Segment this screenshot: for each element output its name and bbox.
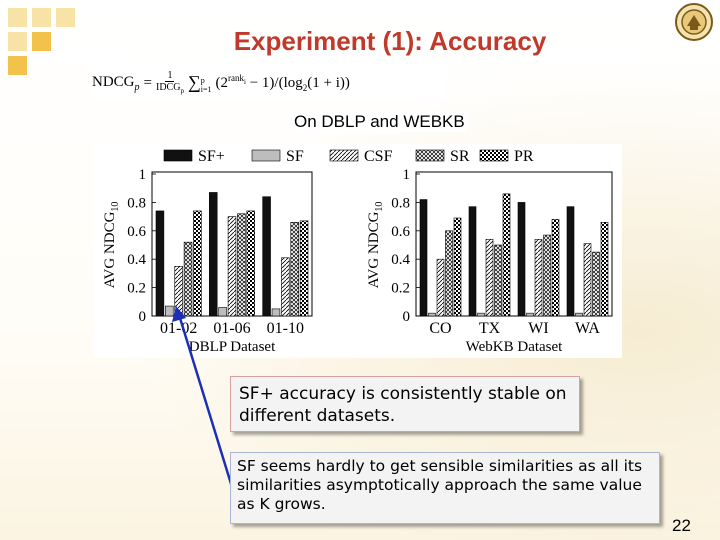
- bar-pr: [246, 210, 255, 317]
- bar-sr: [543, 234, 551, 317]
- x-tick-label: 01-06: [213, 320, 250, 337]
- bar-csf: [227, 216, 237, 317]
- legend-swatch: [329, 149, 359, 162]
- ndcg-formula: NDCGp = 1 IDCGp ∑ p i=1 (2ranki − 1)/(log2…: [92, 66, 446, 100]
- note-sf-asymptotic: SF seems hardly to get sensible similari…: [230, 452, 660, 524]
- x-tick-label: WA: [575, 320, 600, 337]
- plot-frame: [415, 171, 613, 317]
- y-tick-label: 1: [139, 167, 147, 183]
- slide-title: Experiment (1): Accuracy: [233, 26, 547, 56]
- legend-swatch: [415, 149, 445, 162]
- y-axis-label-sub: 10: [374, 202, 385, 212]
- formula-fraction: 1 IDCGp: [156, 70, 184, 97]
- bar-sr: [183, 241, 193, 317]
- bar-csf: [534, 239, 543, 317]
- x-axis-label: DBLP Dataset: [189, 339, 276, 355]
- tile: [32, 32, 51, 51]
- formula-rest: (2ranki − 1)/(log2(1 + i)): [215, 73, 350, 93]
- formula-sum: ∑ p i=1: [187, 72, 212, 94]
- y-tick-label: 0.8: [391, 195, 410, 211]
- tile: [8, 32, 27, 51]
- y-tick-label: 0: [139, 309, 147, 325]
- x-tick-label: CO: [429, 320, 451, 337]
- formula-frac-num: 1: [165, 69, 175, 82]
- y-tick-label: 0: [403, 309, 411, 325]
- y-tick-label: 0.6: [391, 224, 410, 240]
- y-axis-label-sub: 10: [110, 202, 121, 212]
- y-axis-label: AVG NDCG10: [102, 202, 121, 289]
- bar-sf-plus: [517, 202, 526, 317]
- bar-sr: [237, 213, 246, 317]
- y-tick-label: 0.8: [127, 195, 146, 211]
- legend-swatch: [479, 149, 509, 162]
- bar-sf: [526, 312, 534, 317]
- legend-label: SR: [450, 148, 470, 165]
- bar-sf-plus: [209, 192, 218, 317]
- bar-sr: [592, 251, 600, 317]
- bar-sf: [165, 305, 174, 317]
- bar-charts: SF+ SF CSF SR PR 0 0.2 0.4 0.6 0.8 1 AVG NDCG10 01-…: [102, 148, 613, 355]
- tile: [32, 8, 51, 27]
- bar-pr: [600, 221, 609, 317]
- formula-lhs: NDCGp: [92, 73, 140, 93]
- note-sf-plus-stable: SF+ accuracy is consistently stable on d…: [230, 376, 580, 432]
- legend-swatch: [163, 149, 193, 162]
- bar-csf: [436, 258, 445, 317]
- y-tick-label: 0.2: [391, 281, 410, 297]
- y-axis-label: AVG NDCG10: [366, 202, 385, 289]
- legend-swatch: [251, 149, 281, 162]
- bar-sr: [290, 221, 299, 317]
- chart-2: 0 0.2 0.4 0.6 0.8 1 AVG NDCG10 CO TX WI WA WebKB Da…: [366, 167, 613, 355]
- formula-frac-den: IDCGp: [155, 81, 184, 95]
- tile: [56, 8, 75, 27]
- legend-label: PR: [514, 148, 534, 165]
- bar-sf: [428, 312, 436, 317]
- bar-pr: [193, 210, 202, 317]
- slide-subtitle: On DBLP and WEBKB: [292, 112, 467, 132]
- bar-sf-plus: [155, 210, 165, 317]
- bar-pr: [453, 217, 462, 317]
- legend-label: SF+: [198, 148, 225, 165]
- x-axis-label: WebKB Dataset: [466, 339, 564, 355]
- bar-pr: [551, 219, 560, 317]
- bar-sf: [271, 308, 281, 317]
- bar-sf: [218, 307, 227, 317]
- y-tick-label: 0.2: [127, 281, 146, 297]
- bar-sf-plus: [262, 196, 271, 317]
- page-number: 22: [672, 516, 691, 535]
- y-tick-label: 0.4: [391, 252, 410, 268]
- formula-equals: =: [143, 74, 152, 91]
- chart-1: 0 0.2 0.4 0.6 0.8 1 AVG NDCG10 01-02 01-06 01-10 D…: [102, 167, 313, 355]
- bar-sf-plus: [419, 199, 428, 317]
- y-tick-label: 0.6: [127, 224, 146, 240]
- university-seal-icon: [675, 3, 713, 41]
- bar-sr: [494, 244, 502, 317]
- legend-label: SF: [286, 148, 304, 165]
- bar-sf: [575, 312, 583, 317]
- chart-plots: 0 0.2 0.4 0.6 0.8 1 AVG NDCG10 01-02 01-06 01-10 D…: [102, 167, 613, 355]
- tile: [8, 56, 27, 75]
- x-tick-label: 01-02: [160, 320, 197, 337]
- x-tick-label: TX: [479, 320, 501, 337]
- bar-sf: [477, 312, 485, 317]
- x-tick-label: 01-10: [267, 320, 304, 337]
- bar-csf: [174, 266, 183, 317]
- chart-panel: SF+ SF CSF SR PR 0 0.2 0.4 0.6 0.8 1 AVG NDCG10 01-…: [94, 144, 622, 358]
- bar-sr: [445, 230, 453, 317]
- bar-csf: [281, 257, 290, 317]
- bar-sf-plus: [468, 206, 477, 317]
- bar-csf: [583, 243, 592, 317]
- y-tick-label: 1: [403, 167, 411, 183]
- chart-legend: SF+ SF CSF SR PR: [163, 148, 534, 165]
- legend-label: CSF: [364, 148, 393, 165]
- tile: [8, 8, 27, 27]
- y-tick-label: 0.4: [127, 252, 146, 268]
- bar-pr: [502, 193, 511, 317]
- bar-pr: [299, 220, 309, 317]
- bar-sf-plus: [566, 206, 575, 317]
- bar-csf: [485, 239, 494, 317]
- x-tick-label: WI: [528, 320, 548, 337]
